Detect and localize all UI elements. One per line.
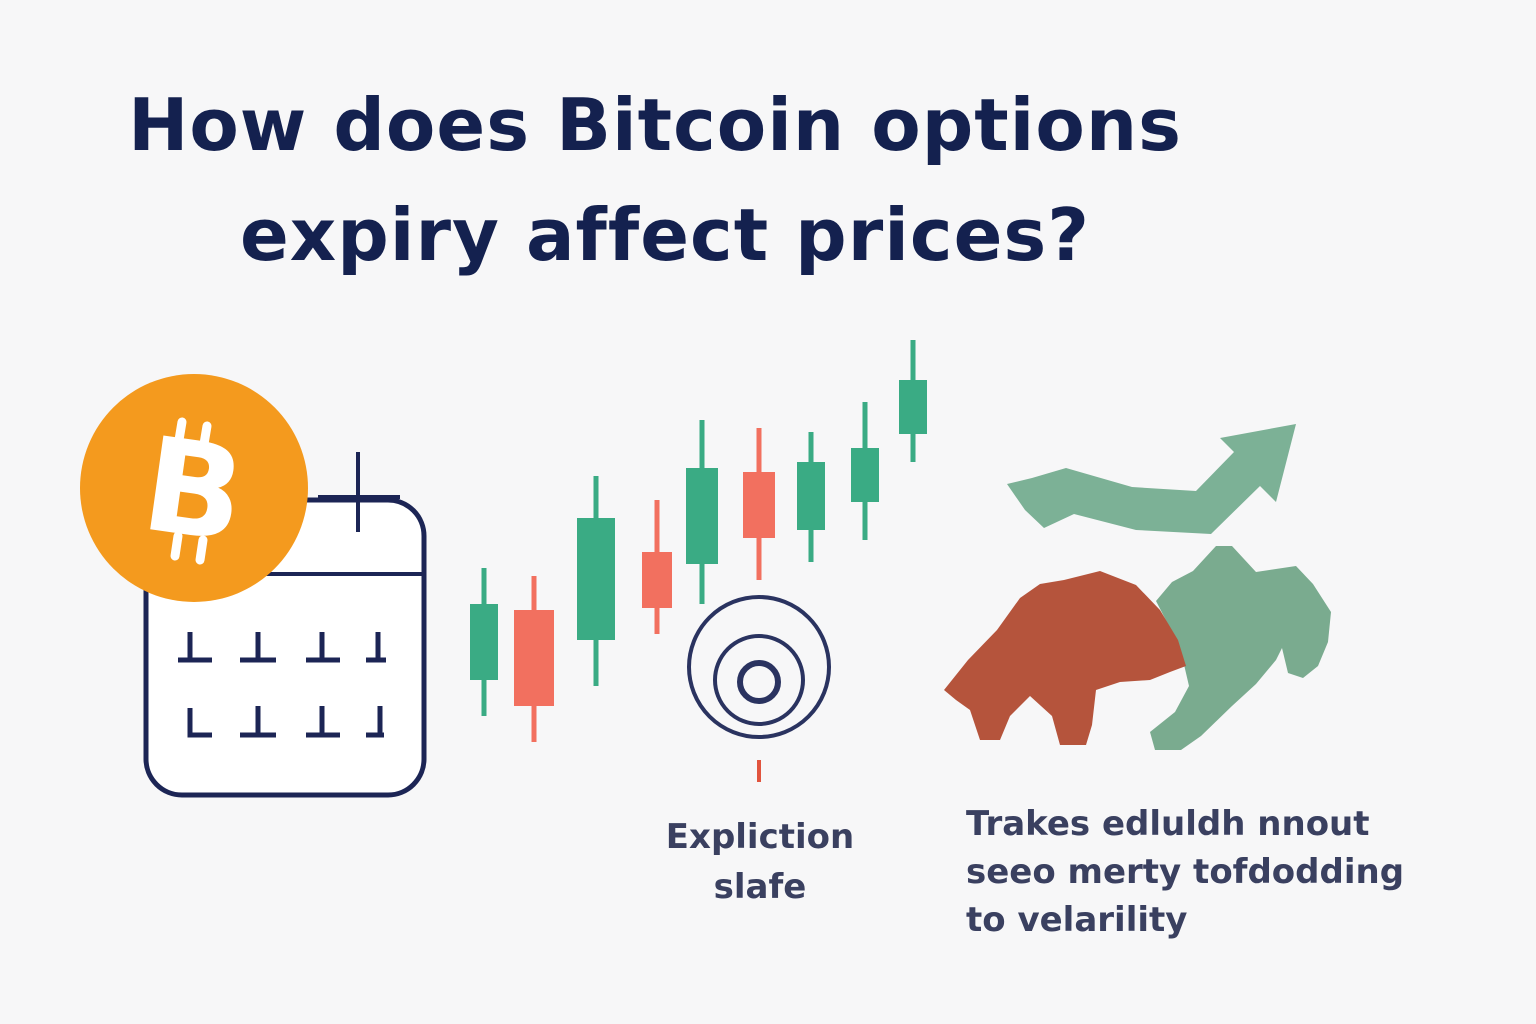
- candle-body: [642, 552, 672, 608]
- title-line-1: How does Bitcoin options: [128, 83, 1182, 167]
- traders-caption-line-3: to velarility: [966, 900, 1188, 940]
- traders-caption: Trakes edluldh nnout seeo merty tofdoddi…: [966, 800, 1486, 944]
- candle: [851, 402, 879, 540]
- title-line-2: expiry affect prices?: [239, 193, 1091, 277]
- candle-body: [743, 472, 775, 538]
- candle-body: [686, 468, 718, 564]
- candle-body: [514, 610, 554, 706]
- candlestick-chart-icon: [470, 340, 927, 742]
- candle-body: [899, 380, 927, 434]
- candle: [470, 568, 498, 716]
- bitcoin-icon: B: [80, 374, 308, 602]
- traders-caption-line-1: Trakes edluldh nnout: [966, 804, 1370, 844]
- candle-body: [851, 448, 879, 502]
- candle: [642, 500, 672, 634]
- expiration-caption: Expliction slafe: [610, 812, 910, 912]
- candle-body: [470, 604, 498, 680]
- candle-body: [797, 462, 825, 530]
- bitcoin-symbol: B: [134, 408, 253, 572]
- candle: [743, 428, 775, 580]
- page-title: How does Bitcoin options expiry affect p…: [0, 70, 1310, 290]
- expiration-caption-line-1: Expliction: [665, 817, 855, 857]
- target-icon: [687, 595, 831, 782]
- candle: [797, 432, 825, 562]
- candle: [514, 576, 554, 742]
- candle: [686, 420, 718, 604]
- candle-body: [577, 518, 615, 640]
- candle: [577, 476, 615, 686]
- trend-up-arrow-icon: [1007, 424, 1296, 534]
- bear-bull-icon: [944, 546, 1331, 750]
- candle: [899, 340, 927, 462]
- expiration-caption-line-2: slafe: [713, 867, 807, 907]
- traders-caption-line-2: seeo merty tofdodding: [966, 852, 1405, 892]
